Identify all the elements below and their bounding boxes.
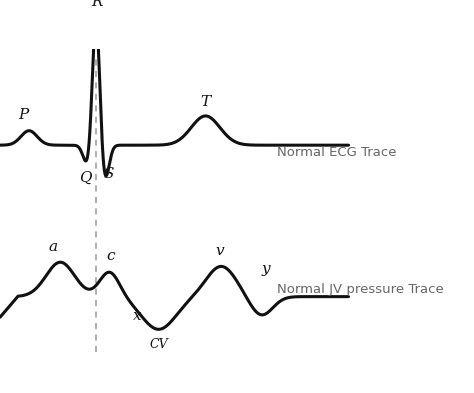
Text: Normal ECG Trace: Normal ECG Trace: [277, 145, 397, 158]
Text: Normal JV pressure Trace: Normal JV pressure Trace: [277, 283, 444, 296]
Text: v: v: [216, 244, 224, 258]
Text: R: R: [91, 0, 103, 9]
Text: CV: CV: [149, 338, 168, 351]
Text: c: c: [107, 249, 115, 263]
Text: P: P: [18, 108, 29, 122]
Text: y: y: [261, 262, 270, 276]
Text: a: a: [48, 240, 57, 253]
Text: T: T: [201, 95, 210, 109]
Text: S: S: [103, 167, 114, 180]
Text: Q: Q: [79, 171, 91, 185]
Text: x: x: [133, 309, 142, 323]
